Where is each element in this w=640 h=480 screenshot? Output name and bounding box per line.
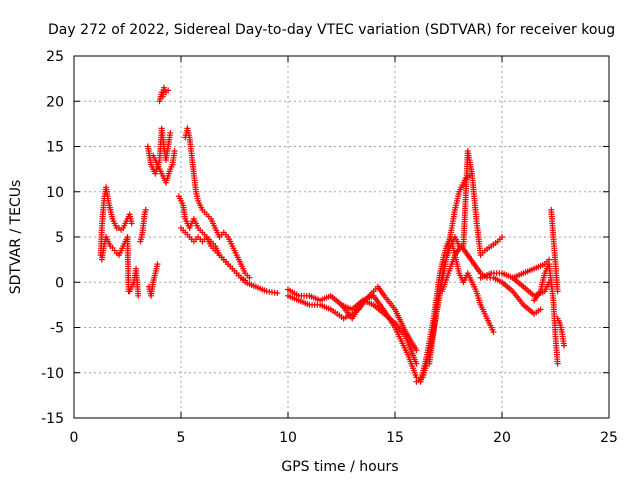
data-points xyxy=(97,84,568,385)
data-point xyxy=(135,292,142,299)
data-point xyxy=(167,129,174,136)
y-tick-label: 15 xyxy=(46,140,64,156)
y-tick-label: -10 xyxy=(41,366,64,382)
data-point xyxy=(490,329,497,336)
chart-title: Day 272 of 2022, Sidereal Day-to-day VTE… xyxy=(48,22,615,38)
y-tick-label: 25 xyxy=(46,49,64,65)
data-point xyxy=(413,347,420,354)
data-point xyxy=(171,148,178,155)
data-point xyxy=(246,274,253,281)
data-point xyxy=(142,206,149,213)
data-point xyxy=(128,220,135,227)
y-tick-label: 0 xyxy=(55,275,64,291)
x-tick-label: 5 xyxy=(177,430,186,446)
y-tick-label: 5 xyxy=(55,230,64,246)
data-point xyxy=(499,234,505,240)
data-point xyxy=(537,306,544,313)
axis-ticks: 0 5 10 15 20 25 -15 -10 -5 0 5 10 15 20 25 xyxy=(41,49,618,446)
data-point xyxy=(154,261,161,268)
data-point xyxy=(165,87,172,94)
y-axis-label: SDTVAR / TECUs xyxy=(8,180,24,295)
data-point xyxy=(413,360,420,367)
y-tick-label: -15 xyxy=(41,411,64,427)
x-axis-label: GPS time / hours xyxy=(281,459,398,475)
x-tick-label: 20 xyxy=(493,430,511,446)
y-tick-label: 10 xyxy=(46,185,64,201)
data-point xyxy=(554,360,561,367)
y-tick-label: -5 xyxy=(50,321,64,337)
y-tick-label: 20 xyxy=(46,94,64,110)
data-point xyxy=(274,290,281,297)
data-point xyxy=(554,288,561,295)
data-point xyxy=(561,342,568,349)
x-tick-label: 0 xyxy=(70,430,79,446)
x-tick-label: 10 xyxy=(279,430,297,446)
x-tick-label: 25 xyxy=(600,430,618,446)
x-tick-label: 15 xyxy=(386,430,404,446)
